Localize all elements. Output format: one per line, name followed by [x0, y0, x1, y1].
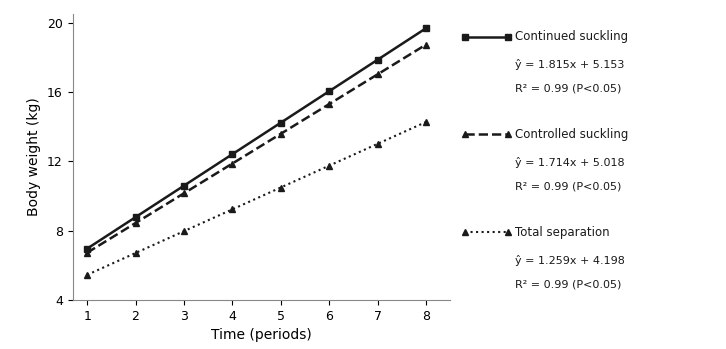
- Text: Controlled suckling: Controlled suckling: [515, 128, 629, 141]
- Text: R² = 0.99 (P<0.05): R² = 0.99 (P<0.05): [515, 182, 622, 192]
- Text: Continued suckling: Continued suckling: [515, 30, 629, 43]
- Text: ŷ = 1.714x + 5.018: ŷ = 1.714x + 5.018: [515, 157, 625, 168]
- Text: R² = 0.99 (P<0.05): R² = 0.99 (P<0.05): [515, 280, 622, 289]
- Y-axis label: Body weight (kg): Body weight (kg): [28, 98, 41, 216]
- Text: R² = 0.99 (P<0.05): R² = 0.99 (P<0.05): [515, 84, 622, 94]
- Text: ŷ = 1.815x + 5.153: ŷ = 1.815x + 5.153: [515, 59, 625, 70]
- Text: ŷ = 1.259x + 4.198: ŷ = 1.259x + 4.198: [515, 254, 625, 266]
- Text: Total separation: Total separation: [515, 225, 610, 239]
- X-axis label: Time (periods): Time (periods): [211, 328, 311, 342]
